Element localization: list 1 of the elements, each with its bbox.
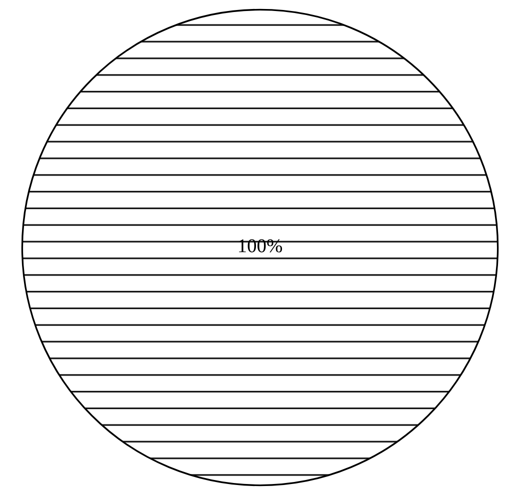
data-label: 100%: [239, 239, 282, 252]
